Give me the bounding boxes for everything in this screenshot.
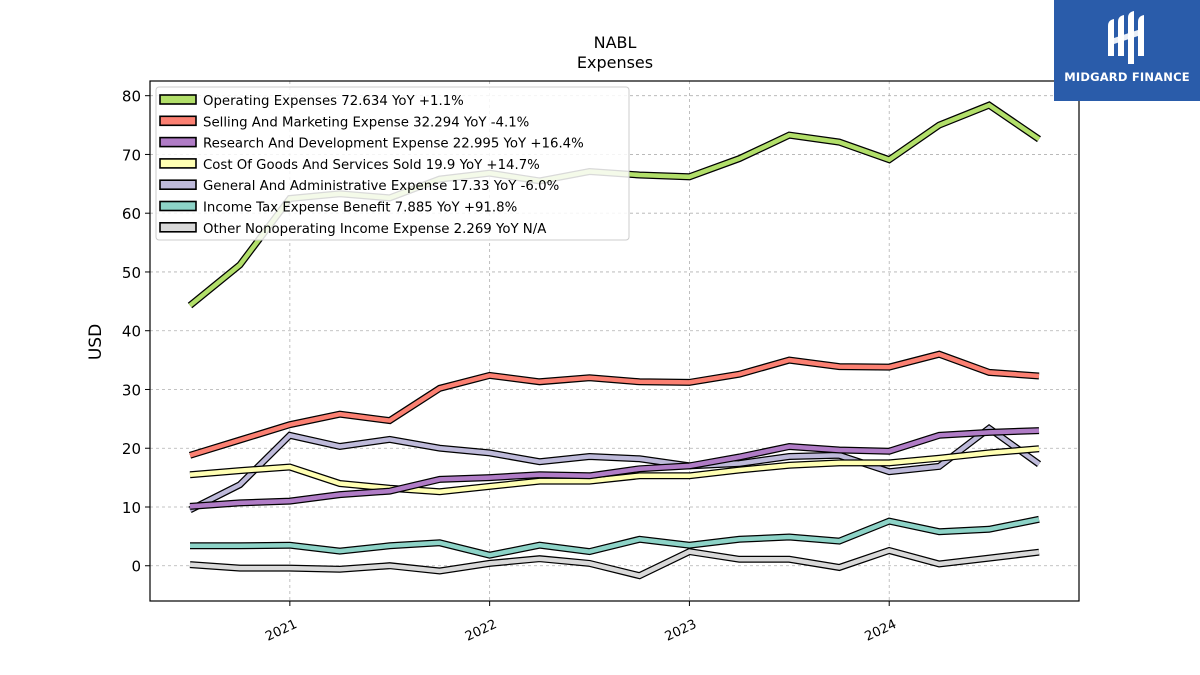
legend-entry: Selling And Marketing Expense 32.294 YoY… bbox=[203, 115, 529, 130]
legend-entry: General And Administrative Expense 17.33… bbox=[203, 179, 559, 194]
legend-swatch bbox=[159, 158, 197, 169]
legend-swatch bbox=[159, 115, 197, 127]
y-tick-label: 60 bbox=[122, 205, 141, 223]
legend-entry: Cost Of Goods And Services Sold 19.9 YoY… bbox=[203, 158, 540, 173]
midgard-logo-icon bbox=[1108, 11, 1144, 64]
legend-swatch bbox=[159, 179, 197, 190]
y-axis: 0 10 20 30 40 50 60 70 80 bbox=[122, 88, 150, 576]
brand-name: MIDGARD FINANCE bbox=[1064, 70, 1190, 84]
plot-frame bbox=[149, 80, 1080, 602]
y-tick-label: 10 bbox=[122, 499, 141, 517]
y-tick-label: 20 bbox=[122, 440, 141, 458]
x-axis: 2021 2022 2023 2024 bbox=[263, 601, 899, 645]
y-tick-label: 50 bbox=[122, 264, 141, 282]
x-tick-label: 2022 bbox=[463, 617, 499, 645]
series-line bbox=[188, 425, 1041, 512]
y-tick-label: 30 bbox=[122, 381, 141, 399]
brand-logo: MIDGARD FINANCE bbox=[1054, 0, 1200, 101]
legend-box bbox=[155, 86, 630, 241]
y-tick-label: 70 bbox=[122, 146, 141, 164]
y-tick-label: 40 bbox=[122, 323, 141, 341]
legend-entry: Other Nonoperating Income Expense 2.269 … bbox=[203, 222, 546, 237]
legend-swatch bbox=[159, 222, 197, 233]
chart-subtitle: Expenses bbox=[577, 53, 653, 72]
y-tick-label: 0 bbox=[131, 558, 141, 576]
legend: Operating Expenses 72.634 YoY +1.1% Selli… bbox=[155, 86, 630, 241]
legend-swatch bbox=[159, 94, 197, 105]
x-tick-label: 2023 bbox=[663, 617, 699, 645]
series-line bbox=[190, 517, 1040, 558]
chart-title: NABL bbox=[594, 33, 637, 52]
legend-swatch bbox=[159, 136, 197, 148]
y-tick-label: 80 bbox=[122, 88, 141, 106]
x-tick-label: 2021 bbox=[263, 617, 299, 645]
x-tick-label: 2024 bbox=[863, 617, 899, 645]
legend-entry: Research And Development Expense 22.995 … bbox=[203, 137, 584, 152]
y-axis-label: USD bbox=[86, 324, 106, 360]
series-line bbox=[189, 446, 1040, 494]
legend-entry: Operating Expenses 72.634 YoY +1.1% bbox=[203, 94, 464, 109]
series-line bbox=[189, 428, 1040, 509]
legend-swatch bbox=[159, 200, 197, 212]
legend-entry: Income Tax Expense Benefit 7.885 YoY +91… bbox=[203, 201, 517, 216]
series-line bbox=[189, 548, 1040, 579]
series-line bbox=[189, 351, 1040, 458]
